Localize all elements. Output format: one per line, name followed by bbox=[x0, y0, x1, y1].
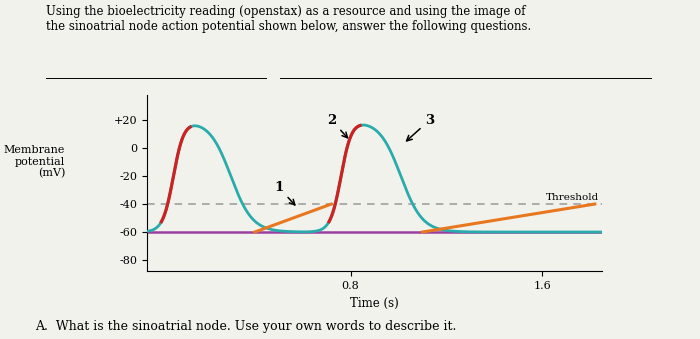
Y-axis label: Membrane
potential
(mV): Membrane potential (mV) bbox=[4, 145, 65, 179]
Text: A.  What is the sinoatrial node. Use your own words to describe it.: A. What is the sinoatrial node. Use your… bbox=[35, 320, 456, 333]
Text: Using the bioelectricity reading (openstax) as a resource and using the image of: Using the bioelectricity reading (openst… bbox=[46, 5, 531, 33]
X-axis label: Time (s): Time (s) bbox=[350, 297, 399, 310]
Text: 2: 2 bbox=[327, 114, 347, 138]
Text: Threshold: Threshold bbox=[547, 193, 600, 202]
Text: 1: 1 bbox=[274, 181, 295, 205]
Text: 3: 3 bbox=[407, 114, 434, 141]
